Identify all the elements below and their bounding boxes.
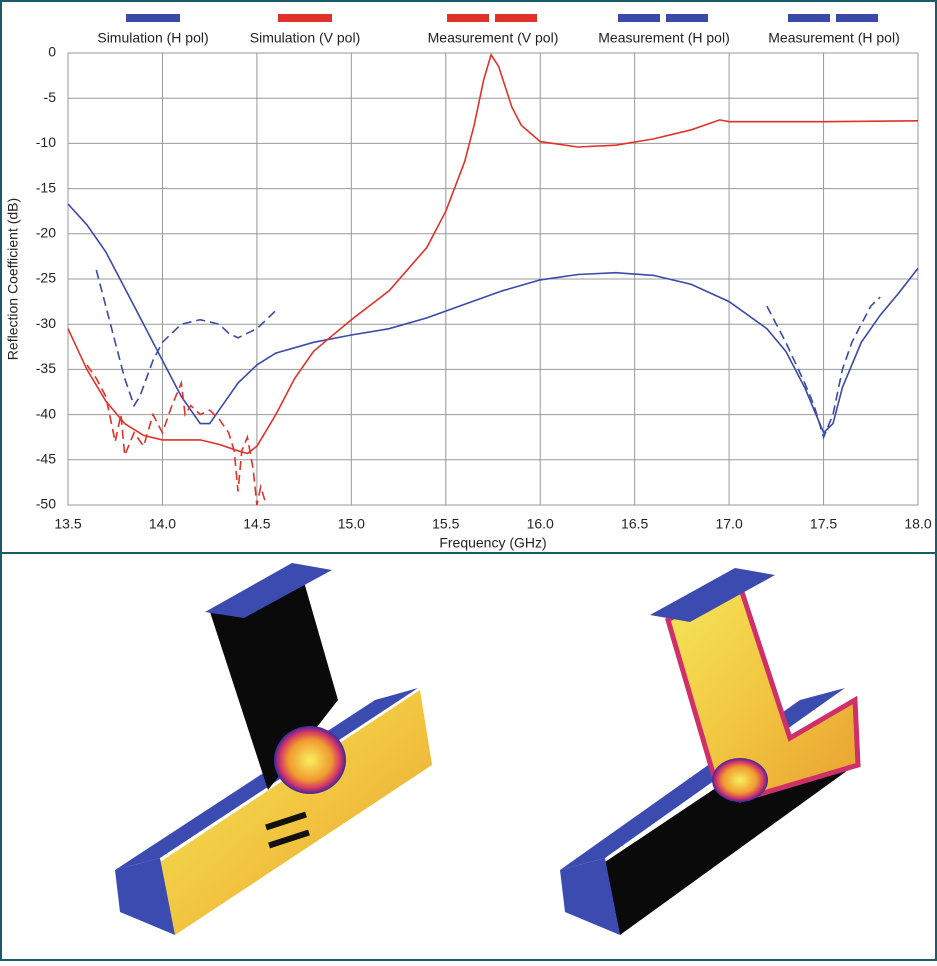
y-tick-label: -20	[36, 225, 56, 241]
legend-label: Measurement (V pol)	[428, 30, 559, 46]
y-tick-label: -50	[36, 496, 56, 512]
x-tick-label: 15.0	[338, 516, 365, 532]
legend-swatch	[836, 14, 878, 22]
y-tick-label: -10	[36, 134, 56, 150]
x-tick-label: 17.5	[810, 516, 837, 532]
x-tick-label: 18.0	[904, 516, 931, 532]
legend-swatch	[788, 14, 830, 22]
y-tick-label: -35	[36, 360, 56, 376]
y-tick-label: -5	[44, 89, 57, 105]
legend-swatch	[447, 14, 489, 22]
plot: 0 -5 -10 -15 -20 -25 -30 -35 -40 -45 -50 13.5 14.0 14…	[36, 44, 932, 532]
legend-label: Measurement (H pol)	[768, 30, 900, 46]
y-tick-label: -15	[36, 179, 56, 195]
y-tick-label: -40	[36, 405, 56, 421]
x-axis-label: Frequency (GHz)	[439, 535, 546, 551]
x-tick-label: 17.0	[715, 516, 742, 532]
page: 0 -5 -10 -15 -20 -25 -30 -35 -40 -45 -50 13.5 14.0 14…	[0, 0, 937, 966]
x-tick-label: 16.0	[527, 516, 554, 532]
legend-label: Simulation (V pol)	[250, 30, 361, 46]
field-hotspot	[274, 726, 346, 794]
left-model	[115, 563, 432, 935]
y-tick-label: -30	[36, 315, 56, 331]
legend-swatch	[126, 14, 180, 22]
x-tick-label: 16.5	[621, 516, 648, 532]
figure: 0 -5 -10 -15 -20 -25 -30 -35 -40 -45 -50 13.5 14.0 14…	[0, 0, 937, 961]
x-tick-label: 14.0	[149, 516, 176, 532]
x-tick-label: 15.5	[432, 516, 459, 532]
legend-swatch	[495, 14, 537, 22]
legend-swatch	[666, 14, 708, 22]
y-axis-label: Reflection Coefficient (dB)	[5, 198, 21, 360]
legend-swatch	[618, 14, 660, 22]
legend-swatch	[278, 14, 332, 22]
legend-label: Simulation (H pol)	[97, 30, 208, 46]
legend-label: Measurement (H pol)	[598, 30, 730, 46]
right-model	[560, 568, 858, 935]
y-tick-label: 0	[48, 44, 56, 60]
x-tick-label: 13.5	[54, 516, 81, 532]
field-hotspot	[712, 758, 768, 802]
y-tick-label: -25	[36, 270, 56, 286]
x-tick-label: 14.5	[243, 516, 270, 532]
y-tick-label: -45	[36, 451, 56, 467]
